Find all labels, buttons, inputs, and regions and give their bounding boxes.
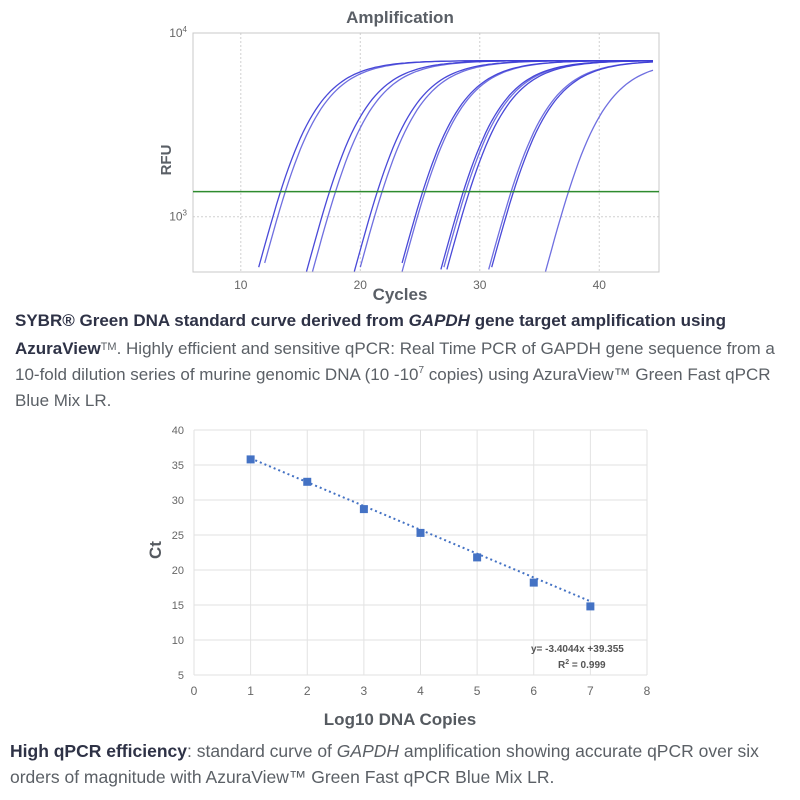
standard-curve-x-tick-label: 5: [474, 684, 481, 698]
equation-label: y= -3.4044x +39.355: [531, 644, 624, 655]
caption2-bold: High qPCR efficiency: [10, 741, 187, 761]
amplification-curve: [401, 59, 653, 264]
r2-label-r: R: [558, 660, 566, 671]
amplification-x-tick-label: 10: [234, 278, 248, 292]
caption1-text-b: copies) using AzuraView™ Green Fast qPCR…: [15, 365, 771, 410]
amplification-x-axis-label: Cycles: [373, 285, 428, 304]
amplification-chart: Amplification 10 20 30 40 103 104 RFU Cycles: [158, 8, 660, 304]
standard-curve-point: [529, 578, 538, 587]
standard-curve-x-tick-label: 3: [361, 684, 368, 698]
standard-curve-point: [586, 602, 595, 611]
standard-curve-x-tick-label: 6: [530, 684, 537, 698]
amplification-y-tick-label: 104: [169, 25, 187, 40]
caption1-bold-b: gene target amplification using AzuraVie…: [15, 311, 726, 358]
caption1-gene-name: GAPDH: [408, 311, 470, 330]
amplification-curve: [401, 59, 653, 272]
amplification-curve: [544, 69, 654, 272]
standard-curve-y-tick-label: 40: [172, 425, 184, 437]
amplification-curve: [446, 60, 653, 270]
standard-curve-x-tick-label: 2: [304, 684, 311, 698]
amplification-curves: [258, 59, 654, 272]
standard-curve-caption: High qPCR efficiency: standard curve of …: [10, 738, 790, 790]
standard-curve-x-tick-label: 0: [191, 684, 198, 698]
caption2-text-a: : standard curve of: [186, 741, 337, 761]
amplification-caption: SYBR® Green DNA standard curve derived f…: [15, 308, 785, 414]
standard-curve-point: [416, 528, 425, 537]
amplification-curve: [491, 61, 654, 268]
standard-curve-y-tick-label: 30: [172, 495, 184, 507]
standard-curve-x-tick-label: 1: [247, 684, 254, 698]
standard-curve-point: [473, 553, 482, 562]
amplification-y-tick-label: 103: [169, 209, 187, 224]
r2-label-exp: 2: [565, 659, 569, 666]
amplification-x-tick-label: 40: [593, 278, 607, 292]
standard-curve-x-tick-label: 8: [644, 684, 651, 698]
standard-curve-y-tick-label: 5: [178, 670, 184, 682]
amplification-x-tick-label: 20: [354, 278, 368, 292]
amplification-x-tick-label: 30: [473, 278, 487, 292]
amplification-title: Amplification: [346, 8, 454, 27]
amplification-curve: [353, 59, 653, 272]
amplification-plot-frame: [192, 32, 660, 273]
amplification-curve: [359, 59, 653, 268]
standard-curve-y-axis-label: Ct: [146, 541, 165, 559]
caption1-sup: 7: [418, 365, 425, 376]
caption2-gene-name: GAPDH: [336, 741, 400, 761]
caption1-bold-a: SYBR® Green DNA standard curve derived f…: [15, 311, 409, 330]
amplification-y-ticks: 103 104: [169, 25, 187, 224]
standard-curve-point: [246, 455, 255, 464]
standard-curve-point: [303, 477, 312, 486]
standard-curve-points: [246, 455, 595, 611]
standard-curve-x-ticks: 0 1 2 3 4 5 6 7 8: [191, 684, 651, 698]
standard-curve-y-tick-label: 35: [172, 460, 184, 472]
standard-curve-point: [359, 505, 368, 514]
standard-curve-x-tick-label: 4: [417, 684, 424, 698]
standard-curve-grid: [193, 429, 648, 676]
amplification-x-ticks: 10 20 30 40: [234, 278, 606, 292]
standard-curve-y-tick-label: 10: [172, 635, 184, 647]
r2-label: R2 = 0.999: [558, 659, 606, 671]
caption1-text-a: . Highly efficient and sensitive qPCR: R…: [15, 339, 775, 384]
standard-curve-y-tick-label: 20: [172, 565, 184, 577]
standard-curve-y-ticks: 5 10 15 20 25 30 35 40: [172, 425, 184, 682]
standard-curve-x-tick-label: 7: [587, 684, 594, 698]
caption2-text-b: amplification showing accurate qPCR over…: [10, 741, 759, 787]
r2-label-value: = 0.999: [569, 660, 606, 671]
standard-curve-y-tick-label: 15: [172, 600, 184, 612]
standard-curve-x-axis-label: Log10 DNA Copies: [324, 710, 476, 729]
amplification-y-axis-label: RFU: [158, 145, 175, 176]
standard-curve-y-tick-label: 25: [172, 530, 184, 542]
caption1-tm: TM: [100, 341, 117, 353]
standard-curve-chart: 0 1 2 3 4 5 6 7 8 5 10 15 20 25 30 35 40 y= -3.4044x +3…: [146, 425, 651, 729]
